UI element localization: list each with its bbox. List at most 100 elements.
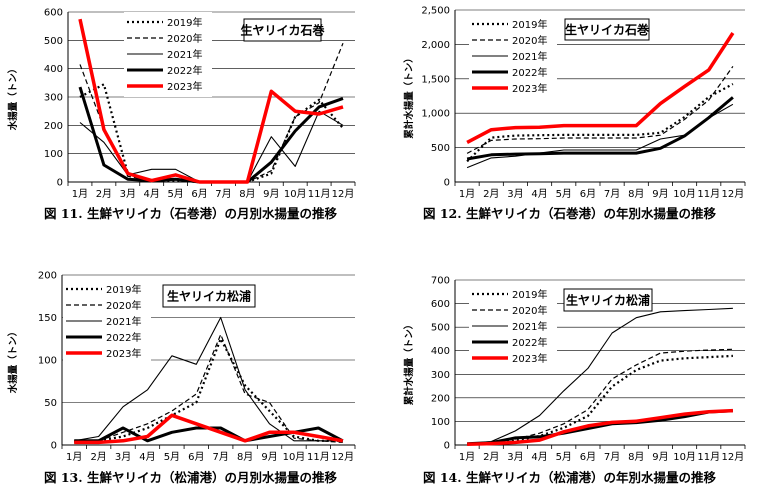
x-tick-label: 9月	[261, 451, 277, 463]
x-tick-label: 4月	[139, 451, 155, 463]
x-tick-label: 10月	[673, 451, 696, 463]
legend-label: 2021年	[512, 320, 547, 333]
y-tick-label: 100	[44, 149, 63, 160]
x-tick-label: 1月	[459, 451, 475, 463]
x-tick-label: 11月	[308, 188, 331, 200]
x-tick-label: 3月	[115, 451, 131, 463]
y-axis-label: 累計水揚量（トン）	[403, 53, 415, 139]
y-tick-label: 2,000	[421, 40, 450, 51]
series-line-2021年	[74, 316, 343, 442]
legend-label: 2019年	[106, 283, 141, 296]
legend-label: 2019年	[167, 16, 202, 29]
x-tick-label: 9月	[652, 451, 668, 463]
legend-label: 2019年	[512, 288, 547, 301]
legend-label: 2021年	[106, 315, 141, 328]
legend-label: 2022年	[106, 331, 141, 344]
y-tick-label: 200	[38, 271, 57, 282]
series-line-2019年	[74, 337, 343, 444]
series-line-2021年	[467, 307, 733, 445]
series-line-2021年	[466, 103, 734, 169]
x-tick-label: 6月	[580, 188, 596, 200]
y-tick-label: 100	[431, 417, 450, 428]
series-line-2023年	[74, 413, 344, 445]
chart-title-box	[243, 18, 322, 42]
x-tick-label: 6月	[580, 451, 596, 463]
x-tick-label: 6月	[191, 188, 207, 200]
x-tick-label: 12月	[332, 188, 355, 200]
x-tick-label: 12月	[722, 451, 745, 463]
legend-label: 2023年	[106, 347, 141, 360]
x-tick-label: 2月	[90, 451, 106, 463]
x-tick-label: 11月	[697, 188, 720, 200]
series-line-2022年	[78, 86, 344, 184]
y-tick-label: 500	[431, 323, 450, 334]
series-line-2022年	[467, 409, 733, 446]
x-tick-label: 9月	[263, 188, 279, 200]
x-tick-label: 1月	[66, 451, 82, 463]
x-tick-label: 2月	[483, 451, 499, 463]
legend-label: 2020年	[106, 299, 141, 312]
x-tick-label: 12月	[722, 188, 745, 200]
chart-title-box	[563, 288, 653, 312]
chart-title: 生ヤリイカ石巻	[565, 22, 650, 37]
y-tick-label: 300	[44, 93, 63, 104]
x-tick-label: 7月	[604, 188, 620, 200]
y-tick-label: 0	[51, 441, 57, 452]
x-tick-label: 3月	[507, 451, 523, 463]
chart-title-box	[564, 18, 650, 41]
x-tick-label: 1月	[72, 188, 88, 200]
figure-caption: 図 12. 生鮮ヤリイカ（石巻港）の年別水揚量の推移	[423, 206, 716, 221]
y-tick-label: 600	[431, 299, 450, 310]
legend-label: 2023年	[167, 80, 202, 93]
chart-title: 生ヤリイカ松浦	[167, 289, 251, 304]
x-tick-label: 11月	[697, 451, 720, 463]
series-line-2019年	[467, 354, 733, 446]
y-tick-label: 0	[444, 441, 450, 452]
series-line-2022年	[466, 96, 734, 161]
legend-label: 2023年	[512, 82, 547, 95]
x-tick-label: 7月	[213, 451, 229, 463]
x-tick-label: 3月	[120, 188, 136, 200]
y-tick-label: 1,500	[421, 74, 450, 85]
x-tick-label: 4月	[531, 451, 547, 463]
chart-title: 生ヤリイカ松浦	[566, 293, 650, 308]
legend-label: 2021年	[167, 48, 202, 61]
y-tick-label: 200	[431, 393, 450, 404]
y-tick-label: 600	[44, 8, 63, 19]
figure-caption: 図 14. 生鮮ヤリイカ（松浦港）の年別水揚量の推移	[423, 470, 716, 485]
x-tick-label: 7月	[604, 451, 620, 463]
legend-label: 2019年	[512, 18, 547, 31]
series-line-2019年	[79, 83, 344, 184]
x-tick-label: 2月	[96, 188, 112, 200]
x-tick-label: 9月	[652, 188, 668, 200]
series-line-2023年	[467, 408, 733, 447]
legend-label: 2020年	[167, 32, 202, 45]
x-tick-label: 12月	[331, 451, 354, 463]
y-tick-label: 0	[57, 178, 63, 189]
x-tick-label: 6月	[188, 451, 204, 463]
figure-caption: 図 13. 生鮮ヤリイカ（松浦港）の月別水揚量の推移	[44, 470, 337, 485]
chart-4: 0 100 200 300 400 500 600 700 1月 2月 3月 4月 5月 6月 7月 8月 9月…	[403, 276, 746, 485]
legend-label: 2022年	[512, 336, 547, 349]
series-line-2020年	[466, 66, 734, 154]
y-axis-label: 累計水揚量（トン）	[403, 320, 415, 406]
y-axis-label: 水揚量（トン）	[7, 64, 19, 131]
x-tick-label: 5月	[167, 188, 183, 200]
x-tick-label: 8月	[237, 451, 253, 463]
series-line-2023年	[78, 18, 344, 184]
y-tick-label: 50	[44, 398, 57, 409]
y-tick-label: 400	[44, 64, 63, 75]
chart-title: 生ヤリイカ石巻	[240, 23, 325, 38]
x-tick-label: 5月	[556, 188, 572, 200]
y-tick-label: 500	[431, 143, 450, 154]
x-tick-label: 8月	[239, 188, 255, 200]
x-tick-label: 10月	[673, 188, 696, 200]
x-tick-label: 4月	[144, 188, 160, 200]
x-tick-label: 2月	[483, 188, 499, 200]
y-axis-label: 水揚量（トン）	[7, 327, 19, 394]
x-tick-label: 5月	[556, 451, 572, 463]
x-tick-label: 10月	[283, 451, 306, 463]
y-tick-label: 300	[431, 370, 450, 381]
legend-label: 2022年	[167, 64, 202, 77]
chart-1: 0 100 200 300 400 500 600 1月 2月 3月 4月 5月 6月 7月 8月 9月 10月…	[7, 8, 356, 221]
